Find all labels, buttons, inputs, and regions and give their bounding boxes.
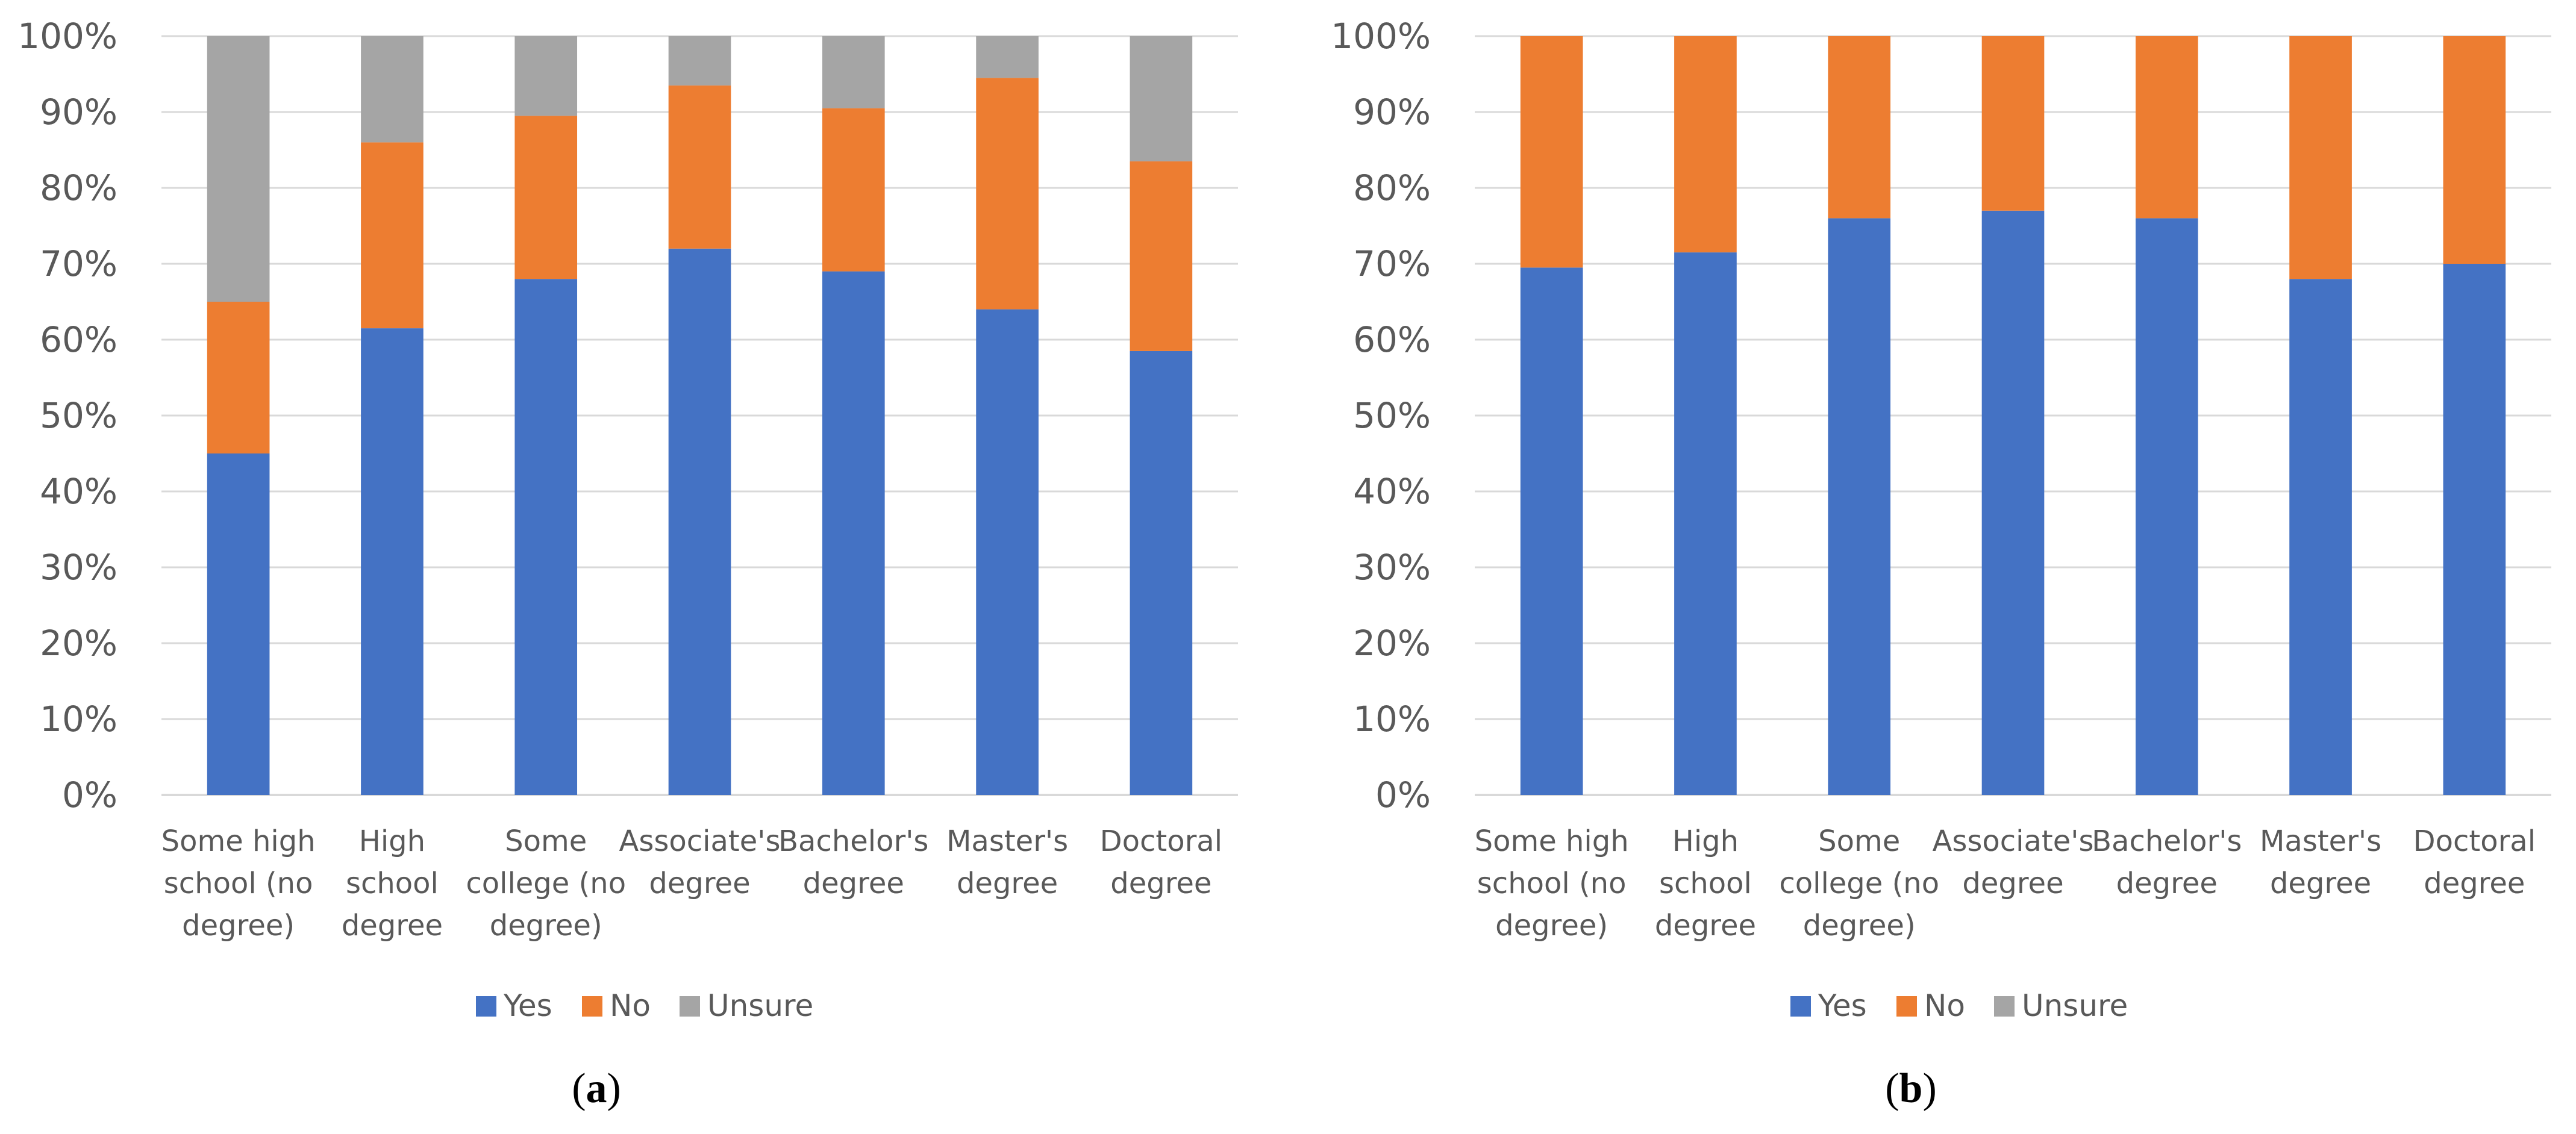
y-tick-label: 50% [40, 395, 117, 436]
bar-yes [976, 309, 1039, 795]
y-tick-label: 20% [1353, 623, 1431, 664]
bar-no [2289, 36, 2352, 279]
bar-yes [361, 328, 424, 795]
bar-no [1674, 36, 1737, 253]
bar-no [1520, 36, 1583, 268]
bar-no [1130, 161, 1193, 351]
bar-yes [207, 453, 270, 795]
bar-yes [1981, 210, 2045, 795]
legend-label-no: No [1924, 988, 1965, 1023]
y-tick-label: 70% [1353, 243, 1431, 284]
y-tick-label: 60% [1353, 319, 1431, 360]
y-tick-label: 20% [40, 623, 117, 664]
x-category-label: Associate's degree [619, 824, 781, 900]
x-category-label: Some college (no degree) [1779, 824, 1939, 942]
legend-swatch-unsure [680, 996, 700, 1017]
legend-label-unsure: Unsure [2022, 988, 2128, 1023]
legend-label-no: No [610, 988, 651, 1023]
x-category-label: High school degree [1655, 824, 1756, 942]
bar-yes [2443, 264, 2506, 795]
panel-label: (b) [1885, 1065, 1937, 1112]
x-category-label: Some college (no degree) [466, 824, 626, 942]
bar-unsure [668, 36, 731, 86]
bar-no [1828, 36, 1891, 219]
bar-yes [2135, 218, 2198, 795]
x-category-label: High school degree [342, 824, 443, 942]
bar-no [2135, 36, 2198, 219]
bar-unsure [514, 36, 578, 116]
legend-swatch-yes [476, 996, 496, 1017]
bar-unsure [361, 36, 424, 143]
y-tick-label: 30% [1353, 547, 1431, 588]
y-tick-label: 100% [17, 16, 117, 57]
y-tick-label: 100% [1331, 16, 1431, 57]
legend-label-yes: Yes [503, 988, 552, 1023]
x-category-label: Bachelor's degree [2092, 824, 2242, 900]
x-category-label: Master's degree [2260, 824, 2381, 900]
x-category-label: Doctoral degree [1100, 824, 1222, 900]
y-tick-label: 30% [40, 547, 117, 588]
y-tick-label: 0% [62, 774, 117, 815]
bar-yes [1674, 252, 1737, 796]
bar-unsure [1130, 36, 1193, 161]
legend-swatch-unsure [1994, 996, 2015, 1017]
bar-yes [822, 271, 885, 796]
panel-label: (a) [572, 1065, 621, 1112]
bar-no [1981, 36, 2045, 211]
y-tick-label: 50% [1353, 395, 1431, 436]
x-category-label: Some high school (no degree) [161, 824, 316, 942]
x-category-label: Bachelor's degree [778, 824, 928, 900]
bar-yes [1520, 267, 1583, 795]
y-tick-label: 90% [40, 92, 117, 132]
legend-label-yes: Yes [1818, 988, 1867, 1023]
bar-no [668, 85, 731, 249]
y-tick-label: 10% [40, 699, 117, 740]
x-category-label: Some high school (no degree) [1475, 824, 1629, 942]
x-category-label: Master's degree [946, 824, 1068, 900]
y-tick-label: 0% [1375, 774, 1431, 815]
legend-label-unsure: Unsure [707, 988, 813, 1023]
bar-no [976, 78, 1039, 310]
chart-panel-b: 0% 10% 20% 30% 40% 50% 60% 70% 80% 90% 100% Some hi… [1331, 16, 2551, 1112]
legend-swatch-no [582, 996, 602, 1017]
bar-no [822, 108, 885, 272]
y-tick-label: 70% [40, 243, 117, 284]
y-tick-label: 10% [1353, 699, 1431, 740]
bar-yes [668, 248, 731, 795]
x-category-label: Doctoral degree [2413, 824, 2536, 900]
bar-yes [1828, 218, 1891, 795]
legend-swatch-no [1896, 996, 1917, 1017]
y-tick-label: 80% [40, 167, 117, 208]
bar-unsure [207, 36, 270, 302]
y-tick-label: 40% [40, 471, 117, 512]
bar-yes [514, 279, 578, 795]
y-tick-label: 90% [1353, 92, 1431, 132]
bar-no [207, 302, 270, 453]
bar-unsure [822, 36, 885, 108]
bar-no [514, 116, 578, 279]
bar-no [361, 142, 424, 329]
bar-yes [1130, 350, 1193, 795]
bar-yes [2289, 279, 2352, 795]
y-tick-label: 80% [1353, 167, 1431, 208]
y-tick-label: 60% [40, 319, 117, 360]
chart-panel-a: 0% 10% 20% 30% 40% 50% 60% 70% 80% 90% 100% Some hi… [17, 16, 1238, 1112]
bar-unsure [976, 36, 1039, 78]
x-category-label: Associate's degree [1933, 824, 2094, 900]
legend-swatch-yes [1790, 996, 1811, 1017]
y-tick-label: 40% [1353, 471, 1431, 512]
bar-no [2443, 36, 2506, 264]
